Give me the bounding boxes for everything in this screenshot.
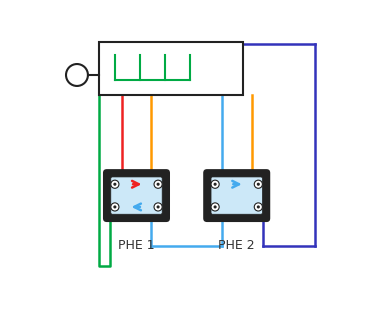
Circle shape (211, 180, 219, 188)
Circle shape (211, 203, 219, 211)
Circle shape (111, 203, 119, 211)
Circle shape (156, 205, 160, 209)
Circle shape (154, 203, 162, 211)
FancyBboxPatch shape (103, 169, 170, 222)
FancyBboxPatch shape (203, 169, 270, 222)
Text: PHE 2: PHE 2 (218, 239, 255, 252)
Circle shape (257, 205, 260, 209)
Circle shape (113, 183, 116, 186)
FancyBboxPatch shape (111, 177, 162, 214)
Circle shape (154, 180, 162, 188)
Circle shape (254, 180, 262, 188)
Circle shape (111, 180, 119, 188)
Text: PHE 1: PHE 1 (118, 239, 155, 252)
Circle shape (254, 203, 262, 211)
Circle shape (214, 205, 217, 209)
Circle shape (113, 205, 116, 209)
Circle shape (214, 183, 217, 186)
FancyBboxPatch shape (99, 42, 243, 95)
FancyBboxPatch shape (211, 177, 262, 214)
Circle shape (156, 183, 160, 186)
Circle shape (257, 183, 260, 186)
